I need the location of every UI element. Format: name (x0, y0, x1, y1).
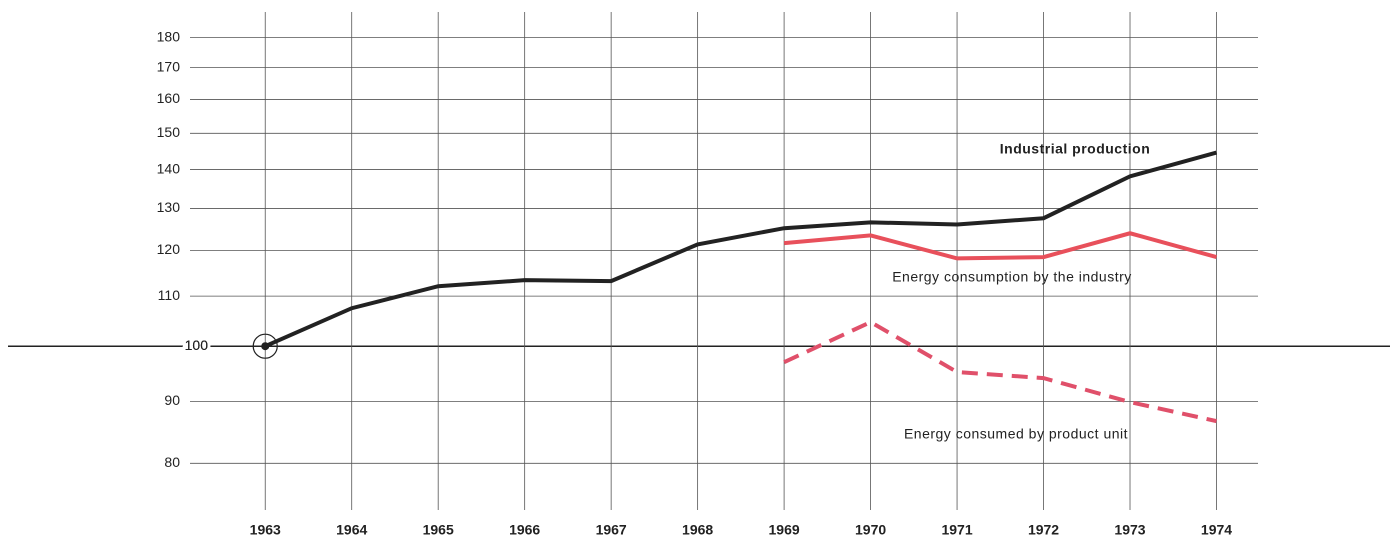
x-tick-label: 1966 (509, 522, 540, 538)
series-line (783, 231, 1218, 261)
y-tick-label-base: 100 (185, 337, 209, 353)
series-line (264, 150, 1218, 349)
series-label: Energy consumed by product unit (904, 426, 1128, 442)
y-tick-label: 130 (157, 199, 181, 215)
x-tick-label: 1971 (941, 522, 972, 538)
x-tick-label: 1973 (1114, 522, 1145, 538)
y-tick-label: 110 (158, 287, 181, 303)
series-line (783, 319, 1217, 424)
y-tick-label: 80 (164, 454, 180, 470)
x-tick-label: 1964 (336, 522, 367, 538)
y-tick-label: 170 (157, 58, 181, 74)
y-tick-label: 150 (157, 124, 181, 140)
x-tick-label: 1968 (682, 522, 713, 538)
series-label: Energy consumption by the industry (892, 269, 1132, 285)
x-tick-label: 1969 (769, 522, 800, 538)
y-tick-label: 100 (185, 337, 209, 353)
x-tick-label: 1974 (1201, 522, 1232, 538)
y-tick-label: 140 (157, 160, 181, 176)
x-tick-label: 1965 (423, 522, 454, 538)
x-tick-label: 1970 (855, 522, 886, 538)
y-tick-label: 120 (157, 241, 181, 257)
x-tick-label: 1963 (250, 522, 281, 538)
x-tick-label: 1972 (1028, 522, 1059, 538)
y-tick-label: 180 (157, 28, 181, 44)
y-tick-label: 160 (157, 90, 181, 106)
series-label: Industrial production (1000, 141, 1151, 157)
origin-ring (252, 333, 278, 359)
x-tick-label: 1967 (596, 522, 627, 538)
y-tick-label: 90 (164, 392, 180, 408)
